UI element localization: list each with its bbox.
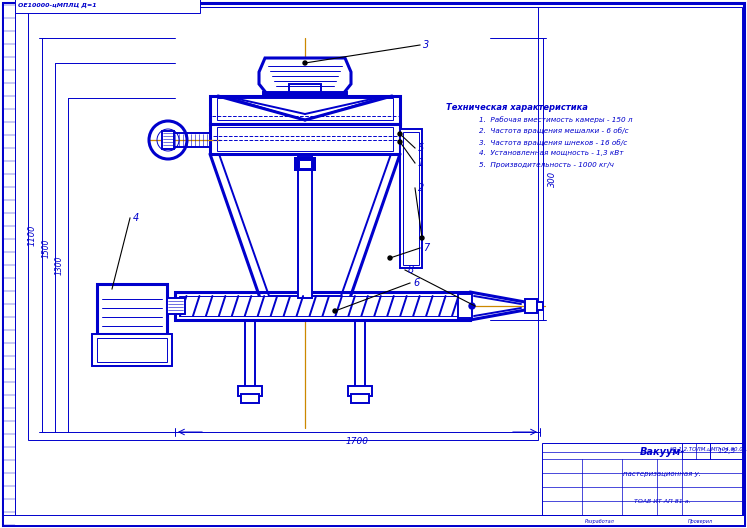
- Text: Разработал: Разработал: [585, 519, 615, 524]
- Bar: [28, 7, 538, 440]
- Text: 4.  Установленная мощность - 1,3 кВт: 4. Установленная мощность - 1,3 кВт: [479, 150, 624, 156]
- Bar: [458, 294, 472, 318]
- Text: 4: 4: [133, 213, 139, 223]
- Bar: [238, 386, 262, 396]
- Bar: [400, 129, 422, 268]
- Bar: [263, 92, 347, 96]
- Bar: [289, 84, 321, 94]
- Text: 8: 8: [408, 265, 415, 275]
- Bar: [298, 156, 312, 298]
- Text: Техническая характеристика: Техническая характеристика: [446, 103, 588, 112]
- Bar: [179, 296, 466, 316]
- Text: 3.  Частота вращения шнеков - 16 об/с: 3. Частота вращения шнеков - 16 об/с: [479, 139, 627, 146]
- Bar: [92, 334, 172, 366]
- Bar: [217, 98, 393, 120]
- Text: ОЕ10000-цМПЛЦ Д=1: ОЕ10000-цМПЛЦ Д=1: [18, 3, 96, 7]
- Bar: [299, 160, 311, 168]
- Bar: [295, 158, 315, 170]
- Text: 5: 5: [418, 143, 424, 153]
- Text: 7: 7: [423, 243, 430, 253]
- Bar: [3, 515, 744, 525]
- Polygon shape: [305, 96, 392, 120]
- Polygon shape: [259, 58, 351, 94]
- Bar: [348, 386, 372, 396]
- Text: 1.  Рабочая вместимость камеры - 150 л: 1. Рабочая вместимость камеры - 150 л: [479, 116, 633, 123]
- Text: ТОАВ ИТ АП 81 а.: ТОАВ ИТ АП 81 а.: [633, 499, 690, 504]
- Circle shape: [388, 256, 392, 260]
- Text: Вакуум-: Вакуум-: [639, 447, 685, 457]
- Bar: [403, 132, 419, 265]
- Bar: [167, 298, 185, 314]
- Text: 5.  Производительность - 1000 кг/ч: 5. Производительность - 1000 кг/ч: [479, 162, 614, 168]
- Bar: [15, 0, 200, 13]
- Circle shape: [420, 236, 424, 240]
- Bar: [537, 302, 543, 310]
- Circle shape: [303, 61, 307, 65]
- Text: 6: 6: [413, 278, 419, 288]
- Text: 1: 1: [418, 158, 424, 168]
- Bar: [295, 158, 315, 170]
- Text: 1100: 1100: [28, 224, 37, 246]
- Text: 1500: 1500: [42, 238, 51, 258]
- Bar: [542, 443, 744, 515]
- Bar: [170, 133, 210, 147]
- Bar: [3, 3, 15, 525]
- Text: 2.  Частота вращения мешалки - 6 об/с: 2. Частота вращения мешалки - 6 об/с: [479, 127, 629, 134]
- Polygon shape: [218, 96, 305, 120]
- Text: 3: 3: [423, 40, 430, 50]
- Bar: [97, 284, 167, 334]
- Bar: [241, 394, 259, 403]
- Bar: [210, 96, 400, 124]
- Text: КР-1.2.ТОЛМ.цМП-04.00.00.ВО: КР-1.2.ТОЛМ.цМП-04.00.00.ВО: [669, 446, 747, 451]
- Bar: [217, 127, 393, 151]
- Bar: [175, 292, 470, 320]
- Text: 1:2,5: 1:2,5: [718, 448, 736, 454]
- Text: 1700: 1700: [346, 437, 368, 446]
- Text: 300: 300: [548, 171, 557, 187]
- Circle shape: [333, 309, 337, 313]
- Bar: [682, 443, 710, 459]
- Text: Проверил: Проверил: [687, 519, 713, 524]
- Text: 2: 2: [418, 183, 424, 193]
- Circle shape: [398, 140, 402, 144]
- Bar: [162, 131, 174, 149]
- Text: пастеризационная у.: пастеризационная у.: [623, 471, 701, 477]
- Circle shape: [398, 132, 402, 136]
- Bar: [525, 299, 537, 313]
- Bar: [97, 338, 167, 362]
- Circle shape: [469, 303, 475, 309]
- Text: 1300: 1300: [55, 255, 64, 275]
- Bar: [710, 443, 744, 459]
- Bar: [210, 124, 400, 154]
- Bar: [351, 394, 369, 403]
